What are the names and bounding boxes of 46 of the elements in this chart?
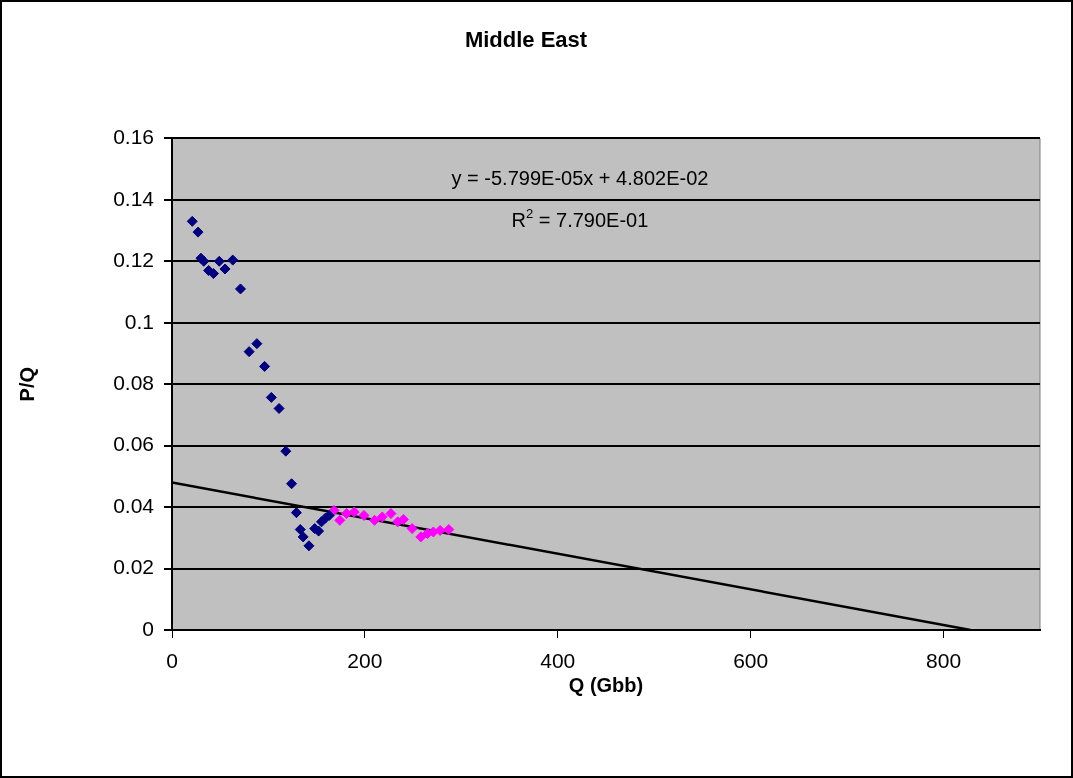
y-tick-label: 0.14	[113, 186, 155, 210]
point	[227, 254, 239, 266]
point	[259, 360, 271, 372]
y-axis-title: P/Q	[15, 366, 38, 402]
point	[243, 346, 255, 358]
point	[406, 523, 418, 535]
point	[280, 445, 292, 457]
x-tick-label: 800	[926, 649, 962, 673]
y-tick-label: 0.1	[124, 309, 154, 333]
point	[219, 263, 231, 275]
y-tick-label: 0.12	[113, 248, 154, 272]
x-tick-label: 400	[540, 649, 576, 673]
x-tick-label: 600	[733, 649, 769, 673]
point	[290, 507, 302, 519]
point	[186, 215, 198, 227]
point	[273, 402, 285, 414]
point	[323, 509, 335, 521]
chart-title: Middle East	[464, 27, 588, 53]
y-tick-label: 0.04	[113, 493, 155, 517]
annotation: y = -5.799E-05x + 4.802E-02	[451, 167, 709, 190]
x-tick-label: 0	[166, 649, 178, 673]
y-tick-label: 0	[142, 616, 154, 640]
point	[251, 338, 263, 350]
point	[294, 524, 306, 536]
point	[376, 511, 388, 523]
point	[334, 514, 346, 526]
point	[213, 255, 225, 267]
point	[192, 226, 204, 238]
y-tick-label: 0.02	[113, 555, 154, 579]
x-tick-label: 200	[347, 649, 383, 673]
y-tick-label: 0.08	[113, 371, 154, 394]
point	[286, 478, 298, 490]
point	[265, 391, 277, 403]
point	[234, 283, 246, 295]
point	[358, 509, 370, 521]
x-axis-title: Q (Gbb)	[568, 673, 644, 696]
point	[385, 508, 397, 520]
point	[303, 540, 315, 552]
point	[328, 504, 340, 516]
point	[369, 514, 381, 526]
y-tick-label: 0.16	[113, 125, 154, 149]
point	[415, 531, 427, 543]
point	[443, 524, 455, 536]
point	[297, 531, 309, 543]
point	[434, 524, 446, 536]
y-tick-label: 0.06	[113, 432, 154, 456]
